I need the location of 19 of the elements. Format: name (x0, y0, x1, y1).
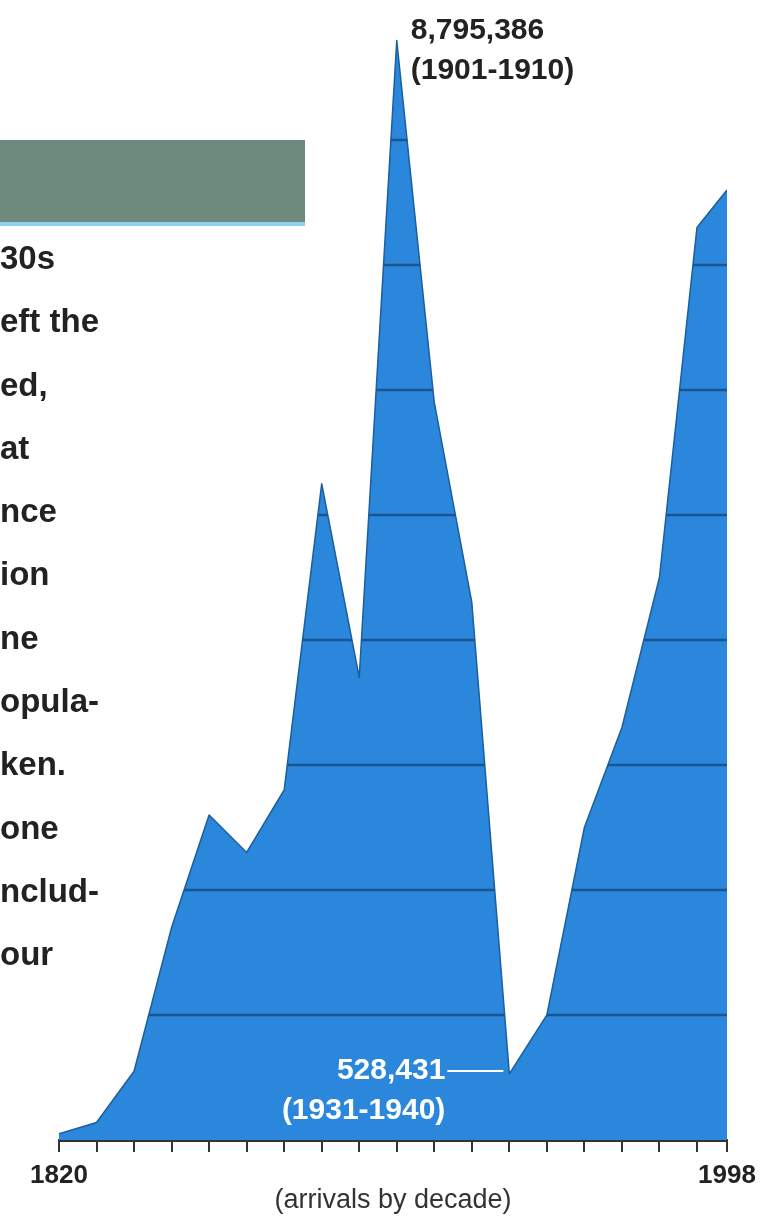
annotation: nclud- (0, 870, 99, 911)
text: ion (0, 554, 51, 595)
text: ed, (0, 364, 49, 405)
annotation: (1931-1940) (281, 1092, 446, 1126)
annotation: eft the (0, 301, 99, 342)
x-tick-label: 1820 (30, 1158, 88, 1189)
text: at (0, 427, 31, 468)
text: one (0, 807, 60, 848)
text: our (0, 934, 55, 975)
data-label: 8,795,386 (410, 11, 545, 45)
x-axis-title: (arrivals by decade) (274, 1184, 512, 1215)
text: ne (0, 617, 40, 658)
annotation: opula- (0, 681, 99, 722)
x-tick-label: 1998 (698, 1158, 756, 1189)
text: nce (0, 491, 58, 532)
annotation: ken. (0, 744, 68, 785)
text: 30s (0, 238, 57, 278)
annotation: (1901-1910) (410, 51, 575, 85)
data-label: 528,431 (336, 1052, 446, 1086)
